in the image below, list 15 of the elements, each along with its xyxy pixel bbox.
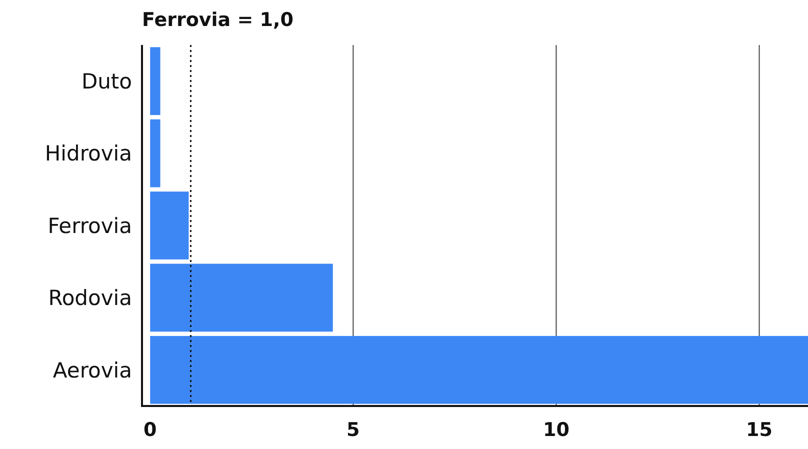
- x-tick-label: 15: [746, 419, 772, 441]
- bar: [150, 264, 333, 332]
- y-tick-label: Aerovia: [52, 358, 132, 382]
- y-tick-label: Hidrovia: [44, 142, 132, 166]
- chart-title: Ferrovia = 1,0: [142, 9, 294, 31]
- x-tick-label: 5: [346, 419, 360, 441]
- y-tick-label: Ferrovia: [48, 214, 132, 238]
- bar: [150, 336, 808, 404]
- x-tick-label: 0: [144, 419, 157, 441]
- y-tick-label: Rodovia: [48, 286, 132, 310]
- x-tick-label: 10: [542, 419, 570, 441]
- y-tick-label: Duto: [81, 69, 132, 94]
- bar: [150, 119, 160, 188]
- bar: [150, 192, 189, 260]
- bar: [150, 47, 160, 116]
